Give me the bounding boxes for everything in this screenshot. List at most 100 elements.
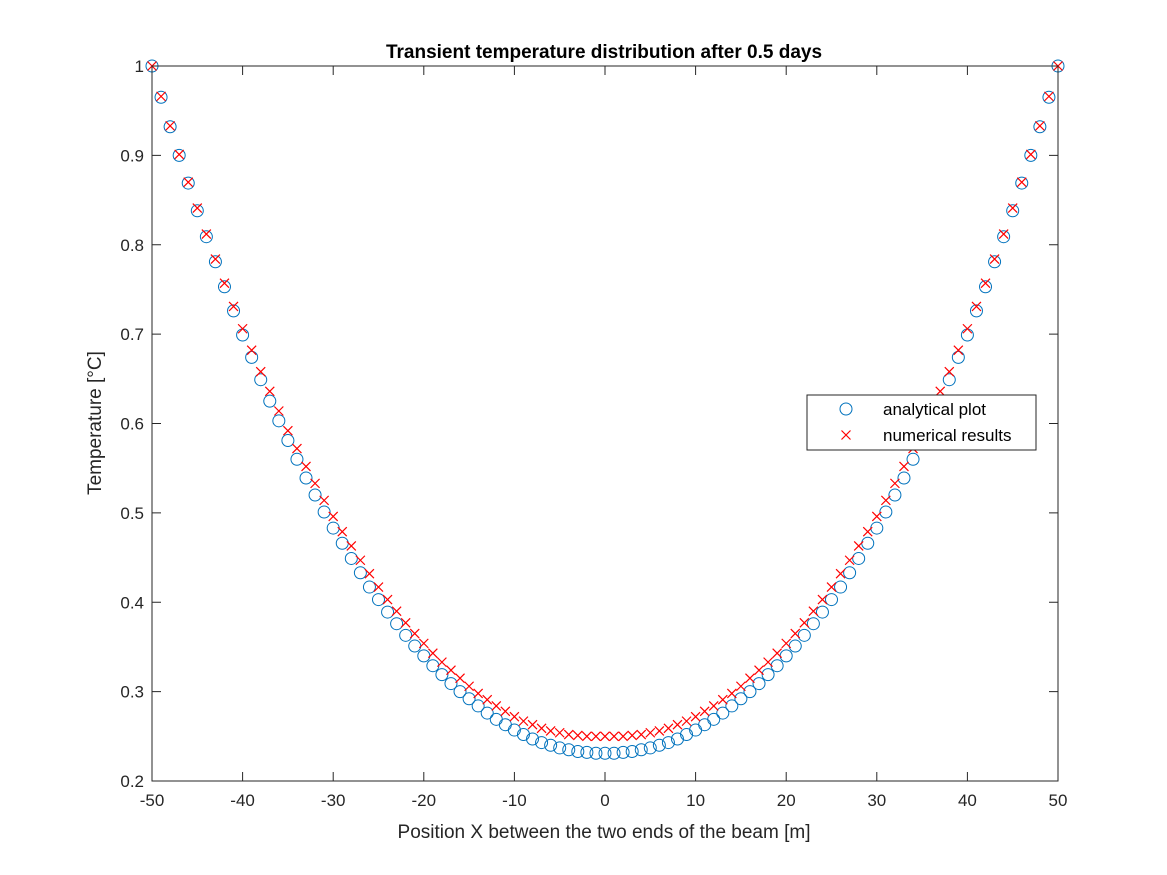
- data-point-x: [482, 694, 493, 705]
- legend-box: [806, 394, 1037, 451]
- data-point-circle: [843, 566, 857, 580]
- legend-items: analytical plot numerical results: [839, 400, 1012, 445]
- data-point-x: [509, 711, 520, 722]
- data-point-x: [889, 478, 900, 489]
- data-point-x: [935, 386, 946, 397]
- data-point-circle: [553, 741, 567, 755]
- data-point-circle: [834, 580, 848, 594]
- data-point-circle: [535, 736, 549, 750]
- data-point-x: [600, 731, 610, 742]
- data-point-circle: [607, 746, 621, 760]
- data-point-circle: [217, 280, 231, 294]
- data-point-circle: [652, 738, 666, 752]
- data-point-circle: [390, 617, 404, 631]
- x-tick-label: 10: [686, 791, 705, 810]
- data-point-x: [717, 694, 728, 705]
- data-point-x: [790, 628, 801, 639]
- data-point-x: [554, 727, 565, 738]
- data-point-x: [355, 555, 366, 566]
- data-point-x: [998, 229, 1009, 239]
- data-point-x: [246, 345, 257, 356]
- data-point-x: [871, 511, 882, 522]
- data-point-x: [156, 91, 166, 102]
- data-point-circle: [598, 746, 612, 760]
- x-tick-label: -50: [140, 791, 165, 810]
- data-point-circle: [163, 120, 177, 134]
- data-point-x: [282, 425, 293, 436]
- data-point-circle: [154, 90, 168, 104]
- data-point-x: [835, 568, 846, 579]
- data-point-x: [518, 716, 529, 727]
- x-tick-label: 30: [867, 791, 886, 810]
- data-point-x: [772, 648, 783, 659]
- data-point-x: [826, 582, 837, 592]
- data-point-circle: [879, 505, 893, 519]
- y-tick-label: 0.7: [120, 325, 144, 344]
- data-point-x: [591, 731, 601, 742]
- data-point-x: [726, 688, 737, 699]
- data-point-circle: [353, 566, 367, 580]
- data-point-x: [183, 177, 194, 188]
- data-point-x: [1044, 91, 1054, 102]
- x-axis-label: Position X between the two ends of the b…: [398, 822, 811, 843]
- legend-marker-circle: [839, 402, 853, 416]
- x-tick-label: 20: [777, 791, 796, 810]
- data-point-circle: [806, 617, 820, 631]
- y-tick-label: 1: [135, 57, 144, 76]
- data-point-x: [409, 628, 420, 639]
- data-point-x: [436, 657, 447, 668]
- data-point-circle: [752, 677, 766, 691]
- data-point-x: [745, 673, 755, 684]
- data-point-circle: [381, 605, 395, 619]
- x-tick-label: 0: [600, 791, 609, 810]
- data-point-circle: [979, 280, 993, 294]
- data-point-x: [627, 730, 638, 741]
- x-tick-label: -10: [502, 791, 527, 810]
- x-tick-label: 50: [1049, 791, 1068, 810]
- x-tick-label: -20: [412, 791, 437, 810]
- data-point-x: [255, 366, 266, 377]
- data-point-circle: [199, 230, 213, 244]
- data-point-circle: [272, 414, 286, 428]
- data-point-x: [400, 617, 411, 628]
- data-point-x: [781, 638, 792, 649]
- data-point-circle: [969, 304, 983, 318]
- data-point-circle: [435, 668, 449, 682]
- data-point-x: [663, 723, 674, 734]
- x-tick-label: 40: [958, 791, 977, 810]
- data-point-circle: [281, 433, 295, 447]
- data-point-x: [1025, 149, 1036, 160]
- data-point-circle: [507, 723, 521, 737]
- data-point-x: [899, 461, 909, 472]
- data-point-circle: [988, 255, 1002, 269]
- y-tick-label: 0.4: [120, 593, 144, 612]
- data-point-x: [464, 681, 475, 692]
- data-point-x: [500, 706, 511, 717]
- data-point-x: [337, 526, 348, 537]
- y-axis-label: Temperature [°C]: [85, 351, 106, 495]
- data-point-x: [418, 638, 429, 649]
- data-point-circle: [589, 746, 603, 760]
- data-point-x: [799, 617, 810, 628]
- data-point-x: [165, 120, 176, 131]
- data-point-x: [310, 478, 321, 489]
- legend-label: analytical plot: [883, 400, 986, 419]
- data-point-x: [572, 730, 583, 741]
- data-point-x: [862, 526, 873, 537]
- y-tick-label: 0.6: [120, 415, 144, 434]
- data-point-circle: [734, 692, 748, 706]
- data-point-circle: [471, 699, 485, 713]
- legend-marker-x: [841, 430, 851, 440]
- legend-label: numerical results: [883, 426, 1012, 445]
- data-point-x: [989, 254, 1000, 264]
- data-point-circle: [580, 745, 594, 759]
- data-point-x: [328, 511, 339, 522]
- data-point-x: [563, 729, 574, 740]
- data-point-x: [455, 673, 465, 684]
- data-point-circle: [761, 668, 775, 682]
- data-point-x: [273, 406, 284, 416]
- data-point-circle: [516, 728, 530, 742]
- y-tick-label: 0.3: [120, 683, 144, 702]
- data-point-circle: [526, 732, 540, 746]
